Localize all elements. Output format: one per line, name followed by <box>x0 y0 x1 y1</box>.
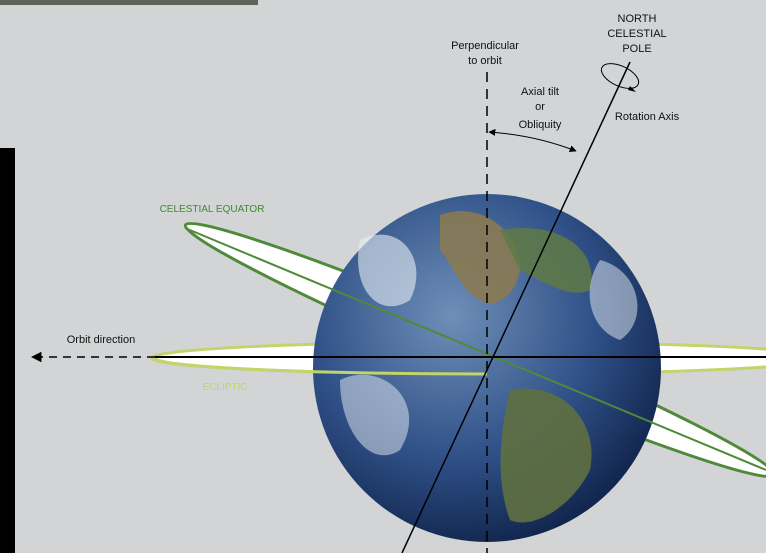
ecliptic-front <box>153 357 488 376</box>
tilt-label: or <box>535 101 545 113</box>
pole-label: POLE <box>622 43 651 55</box>
equator-front <box>184 227 766 471</box>
orbit-label: Orbit direction <box>67 334 135 346</box>
rotation-axis-label: Rotation Axis <box>615 111 680 123</box>
rotation-arrowhead <box>628 86 636 92</box>
pole-label: NORTH <box>618 13 657 25</box>
rotation-axis-line <box>401 61 631 553</box>
tilt-label: Obliquity <box>519 119 562 131</box>
perpendicular-label: to orbit <box>468 55 502 67</box>
perpendicular-label: Perpendicular <box>451 40 519 52</box>
equator-label: CELESTIAL EQUATOR <box>160 204 265 215</box>
tilt-arc <box>488 128 577 152</box>
rotation-ellipse <box>600 63 640 89</box>
tilt-label: Axial tilt <box>521 86 559 98</box>
ecliptic-label: ECLIPTIC <box>202 382 247 393</box>
side-bar <box>0 148 15 553</box>
photo-strip <box>0 0 258 5</box>
pole-label: CELESTIAL <box>607 28 666 40</box>
